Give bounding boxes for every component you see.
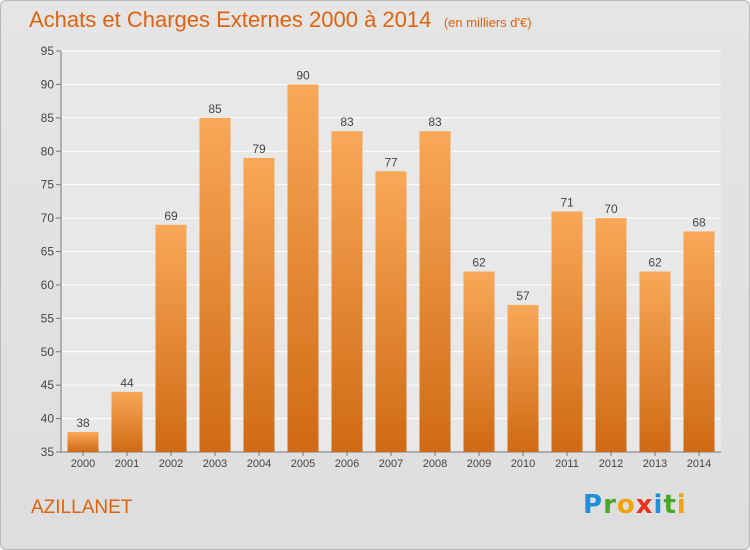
y-tick-label: 35 (41, 445, 55, 459)
x-tick-label: 2001 (115, 458, 139, 470)
x-tick-label: 2009 (467, 458, 491, 470)
chart-title: Achats et Charges Externes 2000 à 2014 (… (29, 7, 532, 33)
logo-letter: o (616, 490, 636, 520)
bar (507, 304, 539, 452)
x-tick-label: 2006 (335, 458, 359, 470)
y-tick-label: 85 (41, 111, 55, 125)
y-tick-label: 95 (41, 44, 55, 58)
place-name: AZILLANET (31, 497, 133, 518)
y-tick-label: 50 (41, 345, 55, 359)
x-tick-label: 2004 (247, 458, 271, 470)
y-tick-label: 40 (41, 412, 55, 426)
bar (463, 271, 495, 452)
chart-subtitle: (en milliers d'€) (443, 15, 532, 30)
y-tick-label: 70 (41, 211, 55, 225)
x-tick-label: 2005 (291, 458, 315, 470)
x-tick-label: 2013 (643, 458, 667, 470)
bar (639, 271, 671, 452)
logo-letter: i (653, 490, 664, 520)
bar-value-label: 90 (296, 68, 310, 82)
chart-title-main: Achats et Charges Externes 2000 à 2014 (29, 7, 432, 32)
bar-value-label: 68 (692, 215, 706, 229)
logo-letter: x (635, 490, 654, 520)
x-tick-label: 2010 (511, 458, 535, 470)
bar-value-label: 71 (560, 195, 574, 209)
logo-letter: r (603, 490, 617, 520)
bar (419, 131, 451, 452)
bar-value-label: 77 (384, 155, 398, 169)
bar (111, 391, 143, 452)
x-tick-label: 2011 (555, 458, 579, 470)
y-tick-label: 55 (41, 311, 55, 325)
x-tick-label: 2000 (71, 458, 95, 470)
y-tick-label: 60 (41, 278, 55, 292)
x-tick-label: 2007 (379, 458, 403, 470)
bar (243, 157, 275, 452)
bar (67, 431, 99, 452)
bar (551, 211, 583, 452)
bar (375, 171, 407, 453)
bar-value-label: 44 (120, 376, 134, 390)
y-tick-label: 75 (41, 178, 55, 192)
x-tick-label: 2014 (687, 458, 711, 470)
bar-value-label: 83 (340, 115, 354, 129)
bar (595, 218, 627, 452)
bar (683, 231, 715, 452)
logo-letter: P (583, 490, 604, 520)
bar (155, 224, 187, 452)
proxiti-logo: Proxiti (583, 490, 687, 520)
y-tick-label: 45 (41, 378, 55, 392)
bar-value-label: 62 (472, 256, 486, 270)
bar-value-label: 83 (428, 115, 442, 129)
y-tick-label: 90 (41, 77, 55, 91)
bar-value-label: 69 (164, 209, 178, 223)
logo-letter: t (663, 490, 677, 520)
logo-letter: i (676, 490, 687, 520)
x-tick-label: 2008 (423, 458, 447, 470)
bar-value-label: 85 (208, 102, 222, 116)
bar (199, 117, 231, 452)
y-tick-label: 65 (41, 245, 55, 259)
y-tick-label: 80 (41, 144, 55, 158)
x-tick-label: 2012 (599, 458, 623, 470)
x-tick-label: 2003 (203, 458, 227, 470)
bar (331, 131, 363, 452)
bar-value-label: 79 (252, 142, 266, 156)
bar-value-label: 62 (648, 256, 662, 270)
bar-value-label: 38 (76, 416, 90, 430)
bar (287, 84, 319, 453)
bar-value-label: 57 (516, 289, 530, 303)
bar-value-label: 70 (604, 202, 618, 216)
x-tick-label: 2002 (159, 458, 183, 470)
